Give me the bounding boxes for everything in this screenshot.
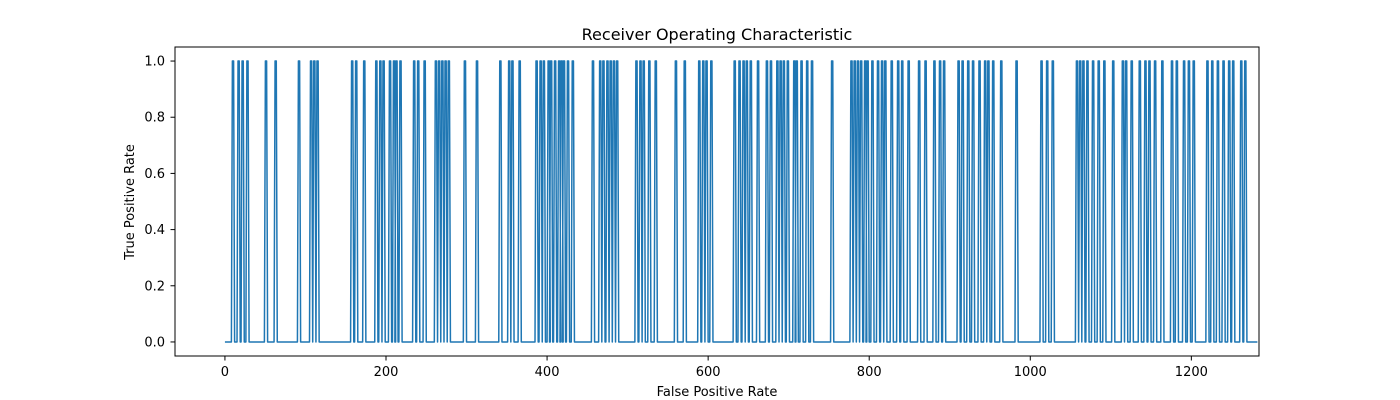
y-tick-label: 0.0 xyxy=(144,335,165,350)
x-tick-label: 1200 xyxy=(1175,365,1208,380)
x-tick-label: 400 xyxy=(535,365,560,380)
y-axis: 0.0 0.2 0.4 0.6 0.8 1.0 xyxy=(144,55,175,350)
x-axis: 0 200 400 600 800 1000 1200 xyxy=(221,356,1208,380)
chart-title: Receiver Operating Characteristic xyxy=(582,25,853,44)
x-tick-label: 600 xyxy=(696,365,721,380)
x-tick-label: 800 xyxy=(857,365,882,380)
x-tick-label: 1000 xyxy=(1014,365,1047,380)
y-tick-label: 0.4 xyxy=(144,223,165,238)
y-tick-label: 0.2 xyxy=(144,279,165,294)
plot-area xyxy=(224,60,1258,343)
y-axis-title: True Positive Rate xyxy=(123,144,138,261)
y-tick-label: 1.0 xyxy=(144,55,165,70)
y-tick-label: 0.6 xyxy=(144,167,165,182)
plot-frame xyxy=(174,46,1260,357)
x-axis-title: False Positive Rate xyxy=(657,385,778,400)
y-tick-label: 0.8 xyxy=(144,111,165,126)
x-tick-label: 200 xyxy=(374,365,399,380)
series-line-0 xyxy=(224,60,1258,343)
x-tick-label: 0 xyxy=(221,365,229,380)
